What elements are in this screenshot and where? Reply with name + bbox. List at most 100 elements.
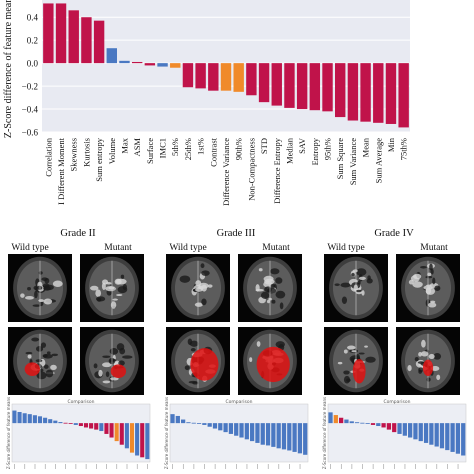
x-tick-label: Kurtosis bbox=[81, 138, 91, 167]
y-tick-label: 0.2 bbox=[27, 36, 38, 46]
mini-bar bbox=[53, 420, 58, 424]
mri-wild-type bbox=[166, 254, 230, 322]
mini-bar bbox=[228, 423, 234, 434]
mini-bar bbox=[202, 423, 207, 425]
x-tick-label: 5th% bbox=[170, 138, 180, 156]
bar bbox=[398, 63, 409, 128]
y-axis-label: Z-Score difference of feature means bbox=[3, 0, 14, 138]
bar bbox=[233, 63, 244, 92]
mini-bar bbox=[135, 423, 140, 456]
mini-bar bbox=[292, 423, 297, 452]
mri-wild-type bbox=[8, 254, 72, 322]
mini-bar bbox=[276, 423, 281, 449]
y-tick-label: −0.4 bbox=[22, 105, 39, 115]
bar bbox=[258, 63, 270, 103]
bar bbox=[106, 48, 117, 64]
bar bbox=[43, 3, 54, 64]
x-tick-label: 25th% bbox=[183, 138, 193, 160]
mini-bar bbox=[58, 422, 63, 424]
bar bbox=[93, 20, 105, 64]
y-tick-label: 0.4 bbox=[27, 13, 39, 23]
bar bbox=[170, 63, 181, 68]
mini-bar bbox=[196, 423, 202, 424]
mini-bar bbox=[376, 423, 381, 427]
mini-bar bbox=[239, 423, 244, 438]
y-tick-label: 0.0 bbox=[27, 59, 39, 69]
mini-bar bbox=[104, 423, 109, 434]
mini-bar bbox=[244, 423, 249, 440]
wild-type-label: Wild type bbox=[327, 243, 364, 253]
y-tick-label: −0.6 bbox=[22, 128, 39, 138]
mini-chart-y-label: Z-Score difference of feature means bbox=[6, 397, 11, 469]
mini-bar bbox=[109, 423, 114, 438]
x-tick-label: Entropy bbox=[310, 137, 320, 165]
tumor-overlay bbox=[422, 359, 434, 376]
mini-chart-title: Comparison bbox=[226, 399, 253, 405]
mri-mutant-segmented bbox=[396, 327, 460, 395]
x-tick-label: Sum Square bbox=[335, 138, 345, 180]
bar bbox=[68, 10, 79, 64]
mini-bar bbox=[450, 423, 455, 452]
x-tick-label: 90th% bbox=[234, 138, 244, 160]
mini-bar bbox=[365, 423, 370, 424]
bar bbox=[157, 63, 168, 67]
bar bbox=[271, 63, 282, 106]
bar bbox=[131, 61, 143, 64]
mini-bar bbox=[461, 423, 466, 456]
x-tick-label: 75th% bbox=[399, 138, 409, 160]
x-tick-label: IMC1 bbox=[158, 138, 168, 158]
bar bbox=[360, 63, 371, 122]
mini-bar bbox=[207, 423, 212, 427]
x-tick-label: STD bbox=[259, 138, 269, 154]
bar bbox=[55, 3, 67, 64]
x-tick-label: Sum Variance bbox=[348, 138, 358, 186]
x-tick-label: Non-Compactness bbox=[246, 138, 256, 201]
mini-bar bbox=[17, 411, 22, 424]
bar bbox=[246, 63, 257, 96]
x-tick-label: Difference Variance bbox=[221, 138, 231, 206]
mini-bar bbox=[63, 422, 68, 424]
mini-bar bbox=[439, 423, 445, 449]
bar bbox=[296, 63, 308, 110]
mini-bar bbox=[413, 423, 418, 440]
mini-chart: Comparison Z-Score difference of feature … bbox=[6, 397, 151, 469]
mini-bar bbox=[191, 422, 196, 424]
bar bbox=[309, 63, 321, 111]
mini-chart-title: Comparison bbox=[384, 399, 411, 405]
x-tick-label: Sum Average bbox=[373, 138, 383, 184]
mini-bar bbox=[170, 414, 175, 424]
mini-bar bbox=[423, 423, 429, 443]
bars bbox=[43, 3, 409, 128]
y-tick-labels: 0.4 0.2 0.0 −0.2 −0.4 −0.6 bbox=[22, 13, 39, 138]
mini-bar bbox=[22, 413, 27, 424]
mini-bar bbox=[114, 423, 119, 442]
mini-bar bbox=[429, 423, 434, 445]
mini-bar bbox=[250, 423, 255, 442]
y-tick-label: −0.2 bbox=[22, 82, 38, 92]
bar bbox=[335, 63, 346, 118]
mini-bar bbox=[402, 423, 407, 436]
x-tick-label: ASM bbox=[132, 138, 142, 157]
mini-bar bbox=[297, 423, 303, 454]
mutant-label: Mutant bbox=[104, 243, 132, 253]
bar bbox=[284, 63, 295, 108]
bar bbox=[385, 63, 397, 124]
grade-title: Grade III bbox=[217, 228, 256, 239]
top-chart: 0.4 0.2 0.0 −0.2 −0.4 −0.6 Correlation I Diffe… bbox=[3, 0, 410, 206]
mini-bar bbox=[392, 423, 397, 433]
mri-mutant bbox=[80, 254, 144, 322]
mini-bar bbox=[381, 423, 386, 428]
mini-bar bbox=[48, 419, 53, 424]
mini-bar bbox=[181, 419, 186, 424]
mini-bar bbox=[408, 423, 413, 438]
mini-bar bbox=[344, 419, 349, 424]
mini-chart-y-label: Z-Score difference of feature means bbox=[322, 397, 327, 469]
mini-chart-y-label: Z-Score difference of feature means bbox=[164, 397, 169, 469]
mini-bar bbox=[145, 423, 150, 460]
mri-mutant-segmented bbox=[238, 327, 302, 395]
mini-bar bbox=[260, 423, 265, 445]
mini-bar bbox=[287, 423, 292, 451]
mini-bar bbox=[94, 423, 99, 430]
mri-wild-type-segmented bbox=[166, 327, 230, 395]
grade-panels: Grade II Wild type Mutant Comparison Z-Score… bbox=[6, 228, 467, 469]
